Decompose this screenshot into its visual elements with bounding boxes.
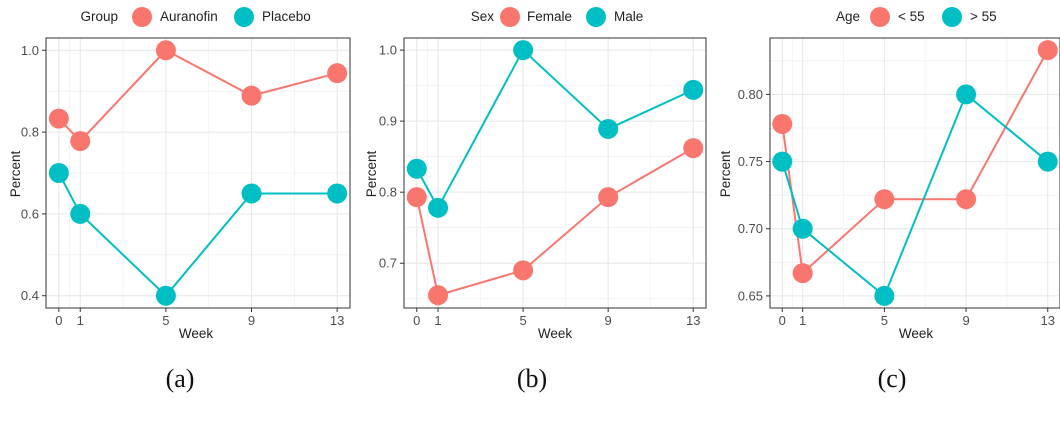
plot-area: 0 1 5 9 13 0.7 0.8 0.9 1.0	[379, 37, 707, 328]
y-axis-title: Percent	[8, 150, 23, 197]
data-point-male	[513, 40, 534, 61]
x-tick-label: 9	[605, 313, 612, 328]
chart-panel-a: 0 1 5 9 13 0.4 0.6 0.8 1.0 Group Auranofin Place…	[8, 7, 351, 393]
data-point-auranofin	[70, 131, 91, 152]
y-tick-label: 0.65	[738, 288, 763, 303]
data-point-female	[598, 187, 619, 208]
legend-label-placebo: Placebo	[262, 9, 311, 24]
y-tick-label: 0.4	[21, 288, 39, 303]
series-line-auranofin	[58, 49, 338, 143]
x-tick-label: 1	[434, 313, 441, 328]
y-tick-label: 1.0	[379, 43, 397, 58]
x-tick-label: 9	[962, 313, 969, 328]
x-tick-label: 13	[330, 313, 344, 328]
data-point-placebo	[48, 163, 69, 183]
data-point-auranofin	[48, 108, 69, 129]
x-tick-label: 5	[881, 313, 888, 328]
data-point-male	[428, 197, 449, 218]
data-point-55	[1037, 40, 1058, 61]
x-axis-title: Week	[538, 326, 573, 341]
plot-area: 0 1 5 9 13 0.4 0.6 0.8 1.0	[21, 37, 351, 328]
y-axis-title: Percent	[364, 150, 379, 197]
data-point-placebo	[155, 285, 176, 306]
x-tick-label: 1	[77, 313, 84, 328]
data-point-55	[1037, 151, 1058, 172]
data-point-male	[683, 79, 704, 100]
x-tick-label: 5	[519, 313, 526, 328]
x-tick-label: 13	[1041, 313, 1055, 328]
data-point-55	[956, 84, 977, 105]
data-point-auranofin	[327, 63, 348, 84]
data-point-male	[598, 118, 619, 139]
data-point-female	[428, 285, 449, 306]
legend-swatch-male	[586, 7, 606, 27]
data-point-placebo	[327, 183, 348, 204]
legend-title: Sex	[471, 9, 495, 24]
data-point-female	[406, 187, 427, 208]
x-axis-title: Week	[899, 326, 934, 341]
x-tick-label: 0	[779, 313, 786, 328]
data-point-55	[792, 218, 813, 239]
legend-label-over-55: > 55	[970, 9, 997, 24]
data-point-55	[772, 151, 793, 172]
x-tick-label: 5	[162, 313, 169, 328]
data-point-placebo	[70, 203, 91, 224]
y-tick-label: 0.6	[21, 206, 39, 221]
panel-caption: (b)	[517, 364, 547, 393]
y-tick-label: 1.0	[21, 43, 39, 58]
x-tick-label: 9	[248, 313, 255, 328]
panel-caption: (a)	[166, 364, 195, 393]
legend-swatch-placebo	[234, 7, 254, 27]
data-point-55	[956, 189, 977, 210]
series-line-male	[415, 48, 694, 210]
legend-label-male: Male	[614, 9, 643, 24]
data-point-55	[874, 285, 895, 306]
x-tick-label: 1	[799, 313, 806, 328]
x-tick-label: 13	[686, 313, 700, 328]
data-point-auranofin	[241, 85, 262, 106]
legend-title: Group	[80, 9, 118, 24]
panel-caption: (c)	[878, 364, 907, 393]
y-tick-label: 0.7	[379, 256, 397, 271]
y-tick-label: 0.70	[738, 221, 763, 236]
data-point-auranofin	[155, 40, 176, 61]
data-point-male	[406, 158, 427, 179]
legend-swatch-female	[500, 7, 520, 27]
x-tick-label: 0	[413, 313, 420, 328]
y-tick-label: 0.8	[379, 185, 397, 200]
data-point-55	[874, 189, 895, 210]
y-axis-title: Percent	[718, 150, 733, 197]
series-line-placebo	[57, 172, 338, 298]
y-tick-label: 0.8	[21, 125, 39, 140]
plot-area: 0 1 5 9 13 0.65 0.70 0.75 0.80	[738, 37, 1060, 328]
data-point-55	[792, 263, 813, 284]
plot-border	[45, 37, 351, 309]
chart-panel-c: 0 1 5 9 13 0.65 0.70 0.75 0.80 Age < 55 > 55 Per…	[718, 7, 1060, 393]
legend-swatch-over-55	[942, 7, 962, 27]
legend-label-auranofin: Auranofin	[160, 9, 218, 24]
legend-title: Age	[836, 9, 860, 24]
x-tick-label: 0	[55, 313, 62, 328]
legend-swatch-under-55	[870, 7, 890, 27]
legend-label-female: Female	[527, 9, 572, 24]
data-point-female	[683, 138, 704, 159]
data-point-placebo	[241, 183, 262, 204]
y-tick-label: 0.80	[738, 87, 763, 102]
legend-swatch-auranofin	[132, 7, 152, 27]
data-point-female	[513, 260, 534, 281]
legend-label-under-55: < 55	[898, 9, 925, 24]
plot-border	[403, 37, 707, 309]
y-tick-label: 0.9	[379, 114, 397, 129]
plot-border	[769, 37, 1060, 309]
data-point-55	[772, 113, 793, 134]
y-tick-label: 0.75	[738, 154, 763, 169]
chart-panel-b: 0 1 5 9 13 0.7 0.8 0.9 1.0 Sex Female Male Perce…	[364, 7, 707, 393]
x-axis-title: Week	[179, 326, 214, 341]
